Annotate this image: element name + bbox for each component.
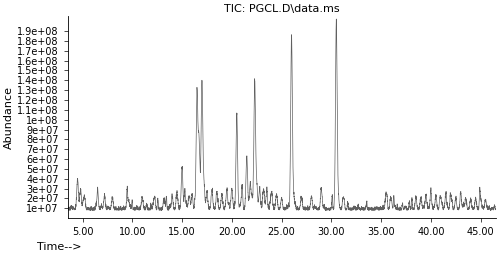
- X-axis label: Time-->: Time-->: [37, 242, 82, 252]
- Title: TIC: PGCL.D\data.ms: TIC: PGCL.D\data.ms: [224, 4, 340, 14]
- Y-axis label: Abundance: Abundance: [4, 86, 14, 149]
